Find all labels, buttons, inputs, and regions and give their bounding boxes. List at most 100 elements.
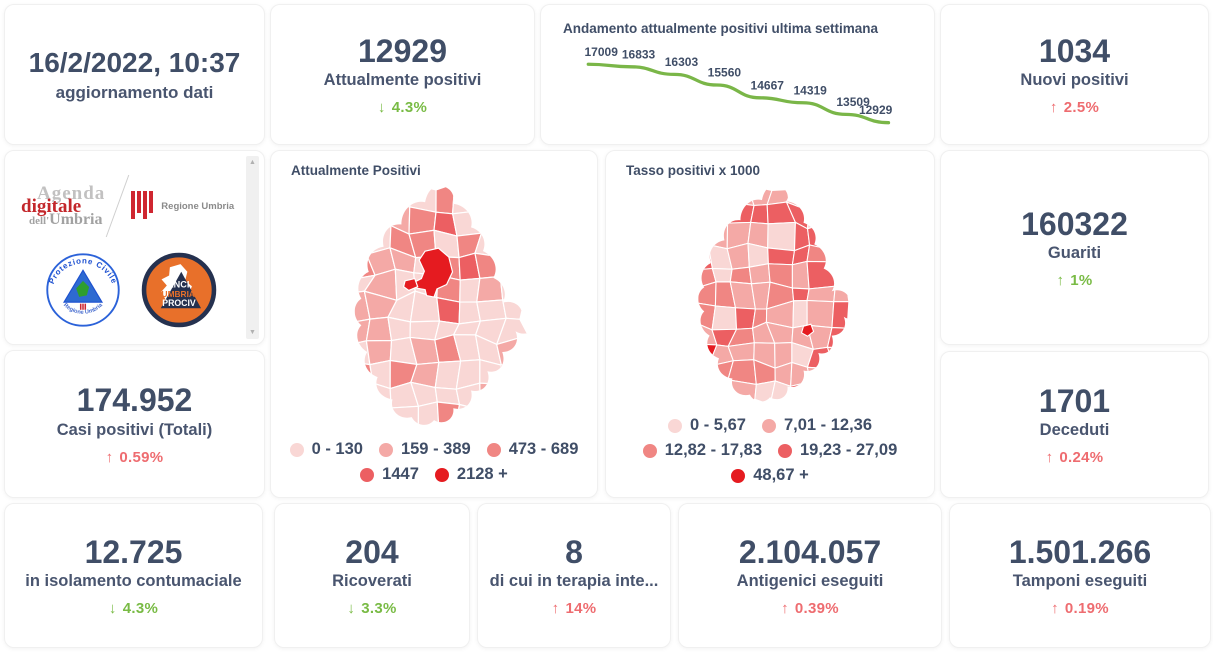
municipality-area[interactable] [349, 382, 375, 412]
municipality-area[interactable] [694, 243, 714, 271]
municipality-area[interactable] [707, 182, 731, 209]
municipality-area[interactable] [436, 401, 461, 432]
municipality-area[interactable] [826, 346, 854, 370]
municipality-area[interactable] [369, 359, 391, 390]
municipality-area[interactable] [417, 401, 440, 432]
municipality-area[interactable] [727, 379, 757, 408]
stat-value: 1.501.266 [1008, 533, 1152, 570]
municipality-area[interactable] [712, 379, 732, 408]
municipality-area[interactable] [826, 204, 849, 232]
municipality-area[interactable] [711, 305, 738, 331]
municipality-area[interactable] [451, 209, 483, 237]
municipality-area[interactable] [498, 383, 522, 409]
municipality-area[interactable] [750, 204, 769, 225]
scroll-up-icon[interactable]: ▲ [249, 159, 256, 166]
municipality-area[interactable] [451, 184, 483, 215]
municipality-area[interactable] [805, 381, 829, 405]
municipality-area[interactable] [767, 221, 796, 252]
municipality-area[interactable] [825, 380, 852, 402]
municipality-area[interactable] [501, 299, 526, 320]
agenda-logo-line2: digitale [21, 196, 82, 217]
municipality-area[interactable] [788, 381, 811, 407]
protezione-civile-logo-icon: Protezione Civile Regione Umbria [45, 253, 120, 327]
municipality-area[interactable] [727, 342, 755, 362]
municipality-area[interactable] [806, 299, 835, 329]
legend-label: 1447 [382, 465, 419, 483]
stat-delta: ↓ 4.3% [378, 99, 427, 116]
municipality-area[interactable] [499, 256, 529, 277]
municipality-area[interactable] [344, 340, 371, 366]
municipality-area[interactable] [726, 201, 755, 224]
municipality-area[interactable] [706, 222, 729, 250]
municipality-area[interactable] [474, 252, 504, 279]
municipality-area[interactable] [726, 182, 755, 207]
municipality-area[interactable] [711, 267, 733, 283]
scroll-down-icon[interactable]: ▼ [249, 329, 256, 336]
municipality-area[interactable] [748, 263, 771, 285]
municipality-area[interactable] [367, 405, 392, 430]
municipality-area[interactable] [476, 402, 501, 429]
municipality-area[interactable] [499, 274, 527, 301]
municipality-area[interactable] [792, 299, 808, 329]
municipality-area[interactable] [479, 209, 504, 234]
municipality-area[interactable] [498, 226, 529, 258]
municipality-area[interactable] [497, 186, 526, 215]
municipality-area[interactable] [833, 280, 850, 303]
municipality-area[interactable] [402, 277, 419, 292]
municipality-area[interactable] [476, 275, 504, 303]
choropleth-map-umbria-tasso-positivi[interactable] [624, 180, 916, 408]
municipality-area[interactable] [692, 359, 714, 387]
municipality-area[interactable] [352, 225, 368, 256]
municipality-area[interactable] [767, 247, 796, 266]
municipality-area[interactable] [365, 204, 392, 231]
municipality-area[interactable] [826, 361, 853, 386]
municipality-area[interactable] [386, 405, 420, 430]
municipality-area[interactable] [791, 260, 810, 290]
municipality-area[interactable] [808, 183, 832, 212]
municipality-area[interactable] [387, 185, 414, 208]
municipality-area[interactable] [831, 301, 850, 329]
municipality-area[interactable] [349, 404, 375, 432]
municipality-area[interactable] [826, 221, 853, 251]
municipality-area[interactable] [706, 201, 731, 228]
legend-label: 2128 + [456, 465, 508, 483]
municipality-area[interactable] [806, 285, 836, 303]
municipality-area[interactable] [791, 287, 810, 302]
scrollbar[interactable]: ▲ ▼ [246, 156, 259, 339]
municipality-area[interactable] [479, 382, 501, 411]
municipality-area[interactable] [498, 213, 526, 231]
choropleth-map-umbria-attualmente-positivi[interactable] [288, 180, 580, 432]
municipality-area[interactable] [436, 296, 461, 325]
stat-value: 204 [345, 533, 399, 570]
municipality-area[interactable] [828, 185, 852, 210]
municipality-area[interactable] [499, 402, 527, 429]
municipality-area[interactable] [832, 247, 856, 270]
municipality-area[interactable] [826, 327, 854, 349]
map-title: Tasso positivi x 1000 [626, 163, 761, 178]
municipality-area[interactable] [806, 208, 830, 230]
municipality-area-perugia[interactable] [413, 247, 454, 298]
municipality-area[interactable] [387, 316, 412, 342]
municipality-area[interactable] [806, 244, 835, 263]
municipality-area[interactable] [365, 316, 393, 342]
municipality-area[interactable] [806, 260, 836, 290]
municipality-area[interactable] [344, 360, 374, 389]
municipality-area[interactable] [729, 266, 753, 285]
municipality-area[interactable] [688, 207, 712, 229]
municipality-area[interactable] [692, 380, 717, 407]
municipality-area[interactable] [691, 281, 717, 307]
municipality-area[interactable] [688, 182, 712, 209]
municipality-area[interactable] [346, 212, 368, 231]
municipality-area[interactable] [800, 323, 815, 337]
municipality-area[interactable] [806, 366, 836, 386]
municipality-area[interactable] [476, 299, 507, 322]
municipality-area[interactable] [435, 184, 456, 215]
municipality-area[interactable] [479, 186, 504, 216]
municipality-area[interactable] [343, 183, 377, 216]
svg-text:UMBRIA: UMBRIA [161, 289, 194, 299]
municipality-area[interactable] [366, 186, 393, 215]
municipality-area[interactable] [690, 225, 709, 250]
municipality-area[interactable] [747, 242, 769, 268]
municipality-area[interactable] [832, 261, 856, 288]
municipality-area[interactable] [453, 403, 482, 432]
